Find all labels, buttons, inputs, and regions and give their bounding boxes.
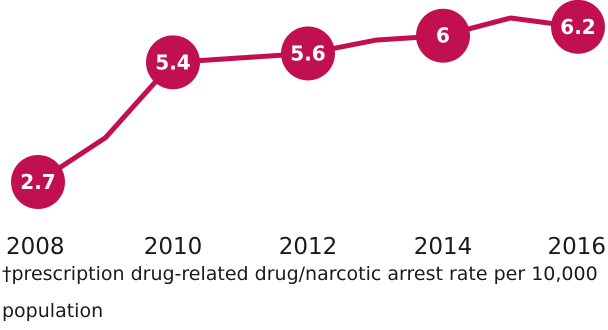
data-label-2014: 6: [436, 24, 450, 48]
line-chart: 2.7 5.4 5.6 6 6.2 2008 2010 2012 2014 2016: [6, 0, 606, 260]
x-tick-label-2012: 2012: [279, 234, 338, 260]
data-point-2016: [551, 0, 605, 54]
footnote: †prescription drug-related drug/narcotic…: [2, 263, 598, 322]
data-label-2008: 2.7: [20, 170, 55, 194]
data-label-2012: 5.6: [290, 41, 325, 65]
data-label-2016: 6.2: [560, 15, 595, 39]
x-tick-label-2008: 2008: [6, 234, 65, 260]
x-tick-label-2010: 2010: [144, 234, 203, 260]
data-point-2010: [146, 35, 200, 90]
x-tick-label-2014: 2014: [414, 234, 473, 260]
data-label-2010: 5.4: [155, 50, 190, 74]
x-tick-label-2016: 2016: [547, 234, 606, 260]
data-point-2012: [281, 26, 335, 81]
data-point-2008: [11, 155, 65, 209]
data-point-2014: [416, 8, 470, 63]
